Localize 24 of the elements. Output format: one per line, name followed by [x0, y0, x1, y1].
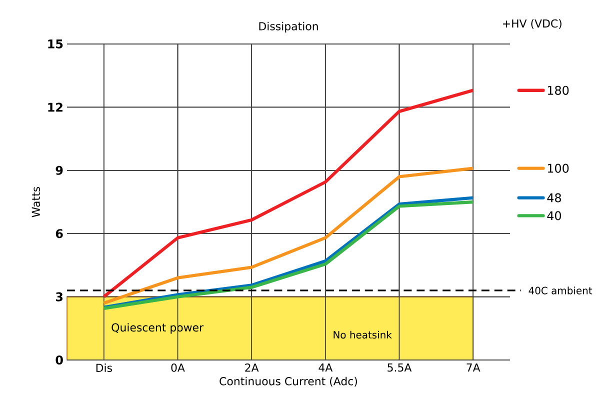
- y-axis-title: Watts: [32, 186, 40, 218]
- line-series: [102, 88, 475, 298]
- x-axis-title: Continuous Current (Adc): [220, 376, 357, 387]
- line-series: [102, 166, 475, 305]
- x-tick-label: 7A: [466, 364, 480, 372]
- y-tick-label: 6: [56, 229, 63, 238]
- y-tick-label: 0: [56, 355, 63, 365]
- legend-label: 40: [547, 211, 562, 220]
- y-tick-label: 12: [48, 102, 62, 112]
- x-tick-label: 5.5A: [388, 364, 412, 372]
- legend-label: 100: [548, 164, 569, 173]
- y-tick-label: 9: [56, 166, 63, 175]
- chart-title: Dissipation: [259, 22, 318, 33]
- legend-title: +HV (VDC): [503, 19, 562, 29]
- y-tick-label: 3: [56, 292, 63, 302]
- y-tick-label: 15: [48, 40, 63, 48]
- legend-label: 180: [548, 86, 569, 95]
- x-tick-label: 4A: [318, 364, 333, 372]
- legend-label: 48: [547, 193, 562, 202]
- annotation: No heatsink: [334, 330, 392, 339]
- x-tick-label: Dis: [96, 364, 112, 372]
- x-tick-label: 2A: [245, 364, 259, 372]
- x-tick-label: 0A: [171, 364, 185, 372]
- ref-line-label: 40C ambient: [528, 286, 592, 294]
